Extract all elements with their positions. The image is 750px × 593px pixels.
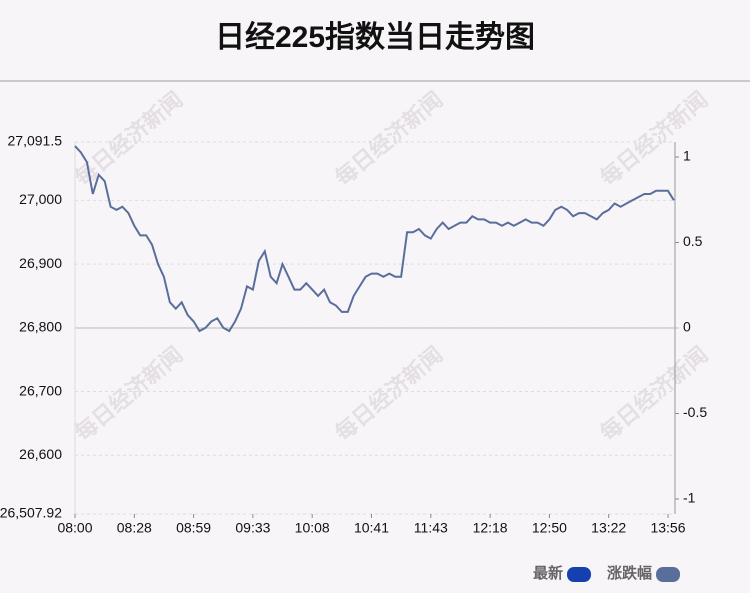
watermark: 每日经济新闻 <box>70 87 187 191</box>
y-tick-label: 26,800 <box>19 319 62 335</box>
x-tick-label: 08:00 <box>57 520 92 536</box>
x-tick-label: 09:33 <box>235 520 270 536</box>
y-tick-label: 27,000 <box>19 191 62 207</box>
watermark: 每日经济新闻 <box>330 87 447 191</box>
y2-tick-label: -0.5 <box>683 404 707 420</box>
chart-title: 日经225指数当日走势图 <box>215 20 535 54</box>
legend-swatch <box>567 567 592 582</box>
y-tick-label: 26,700 <box>19 382 62 398</box>
x-tick-label: 10:41 <box>354 520 389 536</box>
x-tick-label: 11:43 <box>414 520 448 536</box>
y2-tick-label: 0 <box>683 319 691 335</box>
x-tick-label: 10:08 <box>295 520 330 536</box>
x-tick-label: 13:22 <box>591 520 626 536</box>
watermark: 每日经济新闻 <box>595 342 712 446</box>
y2-tick-label: 1 <box>683 148 691 164</box>
x-tick-label: 12:18 <box>473 520 508 536</box>
y-tick-label: 26,900 <box>19 255 62 271</box>
x-tick-label: 08:28 <box>117 520 152 536</box>
x-tick-label: 12:50 <box>532 520 567 536</box>
legend-label: 最新 <box>533 564 563 582</box>
legend-label: 涨跌幅 <box>607 564 652 582</box>
watermark: 每日经济新闻 <box>595 87 712 191</box>
y-tick-label: 26,507.92 <box>0 505 62 521</box>
legend-swatch <box>656 567 681 582</box>
series-line <box>74 145 675 333</box>
y-tick-label: 26,600 <box>19 446 62 462</box>
y2-tick-label: -1 <box>683 490 696 506</box>
x-tick-label: 08:59 <box>176 520 211 536</box>
watermark: 每日经济新闻 <box>70 342 187 446</box>
x-tick-label: 13:56 <box>650 520 685 536</box>
y2-tick-label: 0.5 <box>683 233 703 249</box>
watermark: 每日经济新闻 <box>330 342 447 446</box>
y-tick-label: 27,091.5 <box>8 133 63 149</box>
